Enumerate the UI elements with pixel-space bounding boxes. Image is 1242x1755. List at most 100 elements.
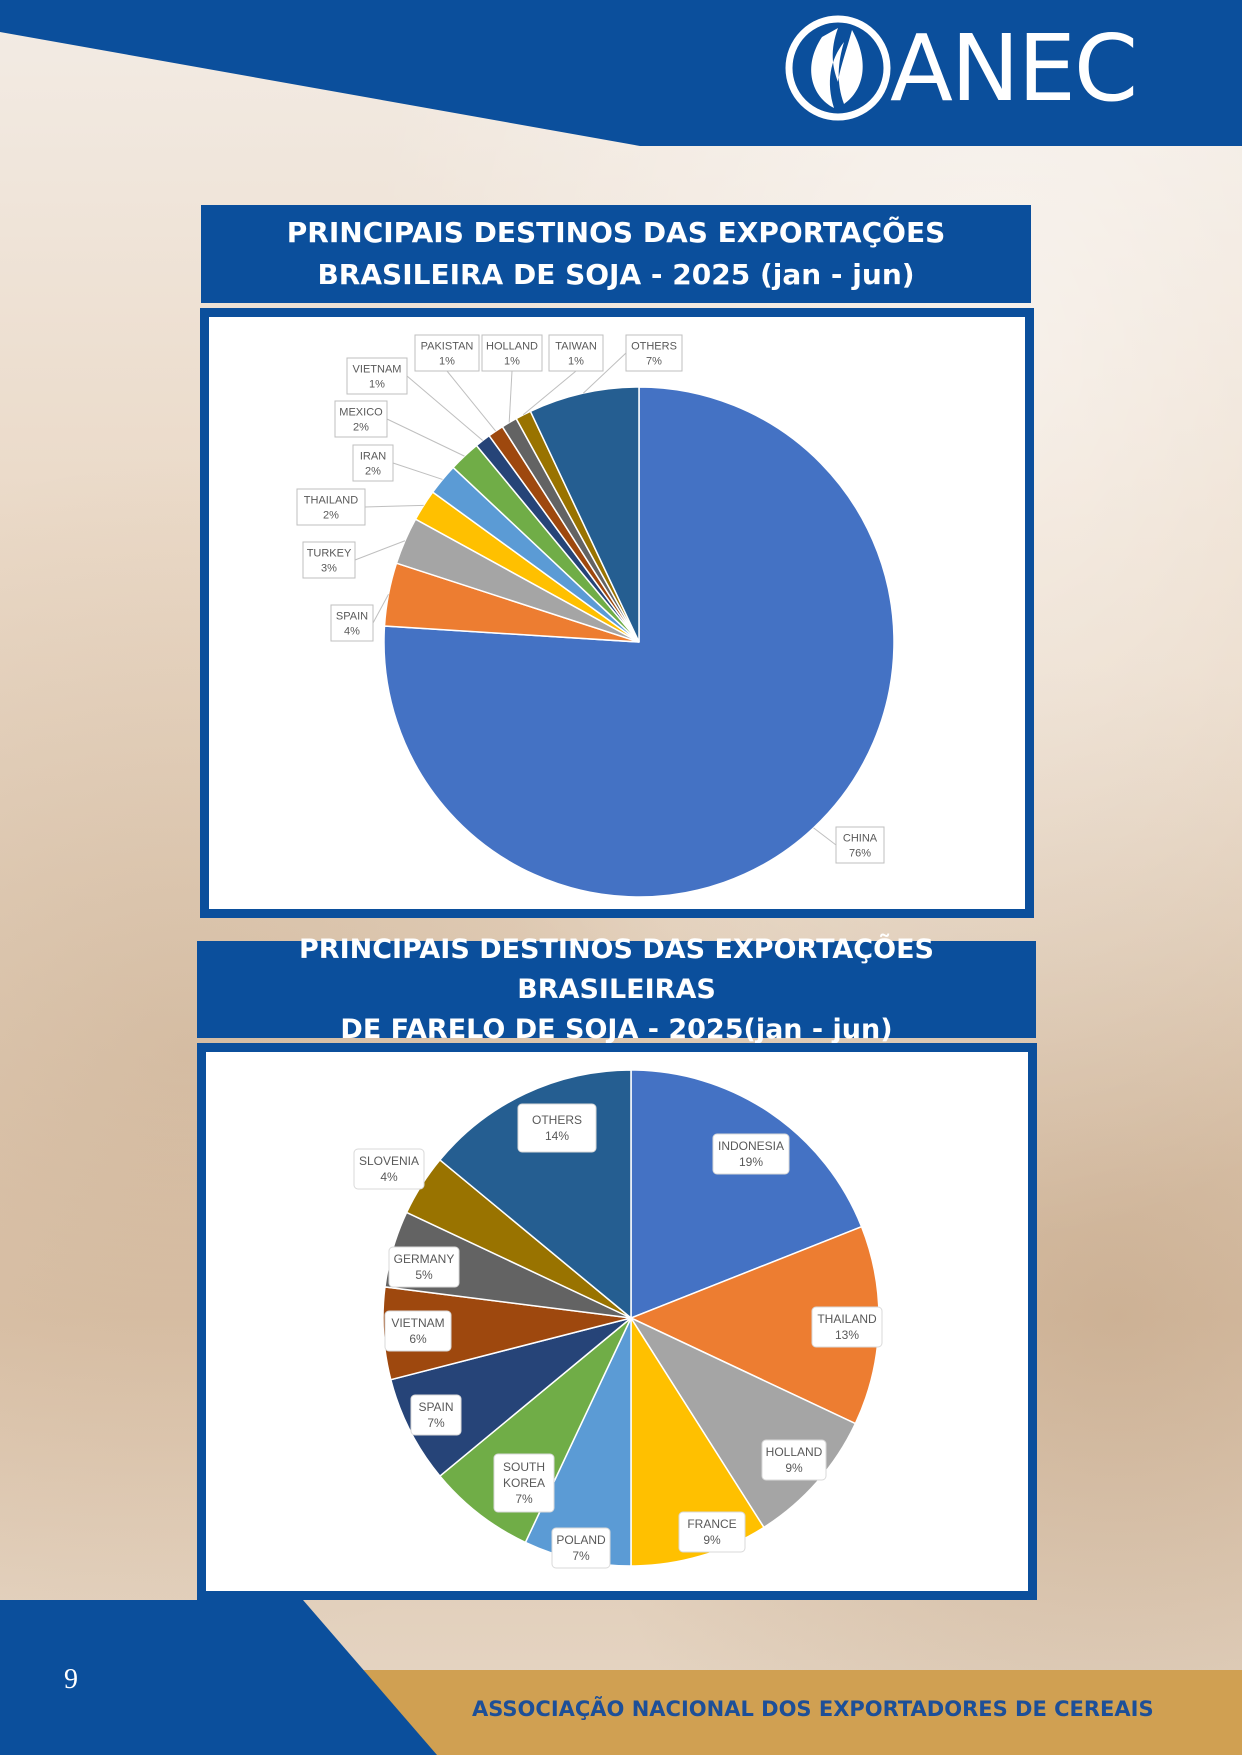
- chart2-title-line2: DE FARELO DE SOJA - 2025(jan - jun): [340, 1013, 893, 1045]
- chart1-label-text-iran-pct: 2%: [365, 466, 381, 478]
- chart1-label-text-thailand: THAILAND: [304, 495, 358, 507]
- chart2-label-text-thailand: THAILAND: [817, 1312, 877, 1326]
- chart2-label-box-holland: [761, 1439, 827, 1481]
- chart2-label-vietnam: VIETNAM 6%: [384, 1310, 452, 1352]
- chart2-label-text-holland-pct: 9%: [785, 1461, 803, 1475]
- chart1-pie: CHINA76%SPAIN4%TURKEY3%THAILAND2%IRAN2%M…: [296, 334, 895, 898]
- chart1-label-text-others-pct: 7%: [646, 356, 662, 368]
- chart2-label-box-thailand: [811, 1306, 883, 1348]
- chart2-label-box-slovenia: [353, 1148, 425, 1190]
- chart1-label-box-iran: [352, 444, 394, 482]
- chart1-slice-others: [529, 386, 640, 643]
- chart1-label-box-spain: [330, 604, 374, 642]
- chart1-label-text-others: OTHERS: [631, 341, 677, 353]
- chart2-slices: [382, 1069, 880, 1567]
- chart1-title-line2: BRASILEIRA DE SOJA - 2025 (jan - jun): [317, 258, 915, 291]
- chart2-label-text-france: FRANCE: [687, 1517, 736, 1531]
- chart1-label-box-turkey: [302, 541, 356, 579]
- chart2-label-text-others-pct: 14%: [545, 1129, 569, 1143]
- chart2-label-text-spain-pct: 7%: [427, 1416, 445, 1430]
- chart2-label-box-indonesia: [712, 1133, 790, 1175]
- chart1-label-box-pakistan: [414, 334, 480, 372]
- chart2-label-indonesia: INDONESIA 19%: [712, 1133, 790, 1175]
- chart2-slice-spain: [389, 1317, 632, 1478]
- chart2-label-box-france: [678, 1511, 746, 1553]
- chart1-label-box-others: [625, 334, 683, 372]
- chart1-label-box-mexico: [334, 400, 388, 438]
- chart1-label-pakistan: PAKISTAN 1%: [414, 334, 497, 432]
- chart1-label-taiwan: TAIWAN 1%: [522, 334, 604, 416]
- chart1-label-text-turkey: TURKEY: [307, 548, 352, 560]
- footer-organization: ASSOCIAÇÃO NACIONAL DOS EXPORTADORES DE …: [472, 1697, 1154, 1721]
- chart1-label-box-taiwan: [548, 334, 604, 372]
- anec-logo: [785, 15, 891, 121]
- chart2-label-text-slovenia-pct: 4%: [380, 1170, 398, 1184]
- chart2-label-text-south-korea: KOREA: [503, 1476, 545, 1490]
- chart2-label-text-thailand-pct: 13%: [835, 1328, 859, 1342]
- footer-blue-shape: [0, 1600, 437, 1755]
- chart2-pie: INDONESIA 19% THAILAND 13% HOLLAND 9% FRANCE 9%…: [353, 1069, 883, 1569]
- chart1-labels: CHINA76%SPAIN4%TURKEY3%THAILAND2%IRAN2%M…: [296, 334, 885, 864]
- chart2-title: PRINCIPAIS DESTINOS DAS EXPORTAÇÕES BRAS…: [197, 934, 1036, 1045]
- chart1-label-text-mexico: MEXICO: [339, 407, 383, 419]
- chart2-label-text-others: OTHERS: [532, 1113, 582, 1127]
- chart1-label-text-vietnam: VIETNAM: [353, 364, 402, 376]
- chart2-label-others: OTHERS 14%: [517, 1103, 597, 1153]
- logo-grain-icon: [811, 28, 863, 108]
- chart1-leader-china: [813, 827, 837, 846]
- chart2-label-box-germany: [388, 1246, 460, 1288]
- footer-gold-shape: [300, 1670, 1242, 1755]
- chart2-label-box-poland: [551, 1527, 611, 1569]
- chart1-label-spain: SPAIN 4%: [330, 593, 389, 642]
- chart2-label-text-holland: HOLLAND: [766, 1445, 823, 1459]
- chart1-label-text-turkey-pct: 3%: [321, 563, 337, 575]
- chart1-leader-others: [583, 352, 627, 394]
- footer-band: [0, 1600, 1242, 1755]
- chart1-leader-taiwan: [522, 370, 577, 416]
- chart1-label-text-holland: HOLLAND: [486, 341, 538, 353]
- brand-name: ANEC: [890, 15, 1138, 122]
- chart2-title-line1: PRINCIPAIS DESTINOS DAS EXPORTAÇÕES BRAS…: [299, 933, 934, 1005]
- chart2-label-text-vietnam: VIETNAM: [391, 1316, 444, 1330]
- chart2-label-box-others: [517, 1103, 597, 1153]
- chart2-label-germany: GERMANY 5%: [388, 1246, 460, 1288]
- chart2-slice-south-korea: [438, 1317, 632, 1544]
- chart2-label-box-spain: [410, 1394, 462, 1436]
- chart1-label-text-spain: SPAIN: [336, 611, 368, 623]
- chart1-label-box-thailand: [296, 488, 366, 526]
- header-band-shape: [0, 0, 1242, 146]
- logo-circle-icon: [785, 15, 891, 121]
- chart2-label-box-vietnam: [384, 1310, 452, 1352]
- chart2-label-text-spain: SPAIN: [418, 1400, 453, 1414]
- chart1-label-box-vietnam: [346, 357, 408, 395]
- chart1-title-line1: PRINCIPAIS DESTINOS DAS EXPORTAÇÕES: [286, 216, 946, 249]
- chart1-label-text-china-pct: 76%: [849, 848, 871, 860]
- chart1-label-text-mexico-pct: 2%: [353, 422, 369, 434]
- chart1-slices: [383, 386, 895, 898]
- chart2-slice-indonesia: [630, 1069, 863, 1320]
- chart1-label-text-taiwan: TAIWAN: [555, 341, 597, 353]
- chart1-label-text-vietnam-pct: 1%: [369, 379, 385, 391]
- chart2-label-text-germany-pct: 5%: [415, 1268, 433, 1282]
- chart2-label-france: FRANCE 9%: [678, 1511, 746, 1553]
- chart1-label-text-china: CHINA: [843, 833, 878, 845]
- chart1-label-text-spain-pct: 4%: [344, 626, 360, 638]
- chart1-label-box-holland: [481, 334, 543, 372]
- chart2-label-holland: HOLLAND 9%: [761, 1439, 827, 1481]
- chart1-label-mexico: MEXICO 2%: [334, 400, 465, 457]
- chart1-leader-mexico: [386, 418, 465, 457]
- chart1-label-china: CHINA 76%: [813, 826, 885, 864]
- chart2-label-spain: SPAIN 7%: [410, 1394, 462, 1436]
- chart2-label-text-france-pct: 9%: [703, 1533, 721, 1547]
- chart1-slice-china: [383, 386, 895, 898]
- chart2-label-text-germany: GERMANY: [394, 1252, 455, 1266]
- chart2-label-thailand: THAILAND 13%: [811, 1306, 883, 1348]
- chart2-label-box-south-korea: [493, 1453, 555, 1513]
- page-number: 9: [64, 1664, 78, 1695]
- chart1-leader-holland: [508, 370, 513, 423]
- chart1-label-iran: IRAN 2%: [352, 444, 443, 482]
- chart1-label-text-iran: IRAN: [360, 451, 386, 463]
- chart2-box: INDONESIA 19% THAILAND 13% HOLLAND 9% FRANCE 9%…: [197, 1043, 1037, 1600]
- chart1-leader-spain: [372, 593, 389, 624]
- chart1-label-box-china: [835, 826, 885, 864]
